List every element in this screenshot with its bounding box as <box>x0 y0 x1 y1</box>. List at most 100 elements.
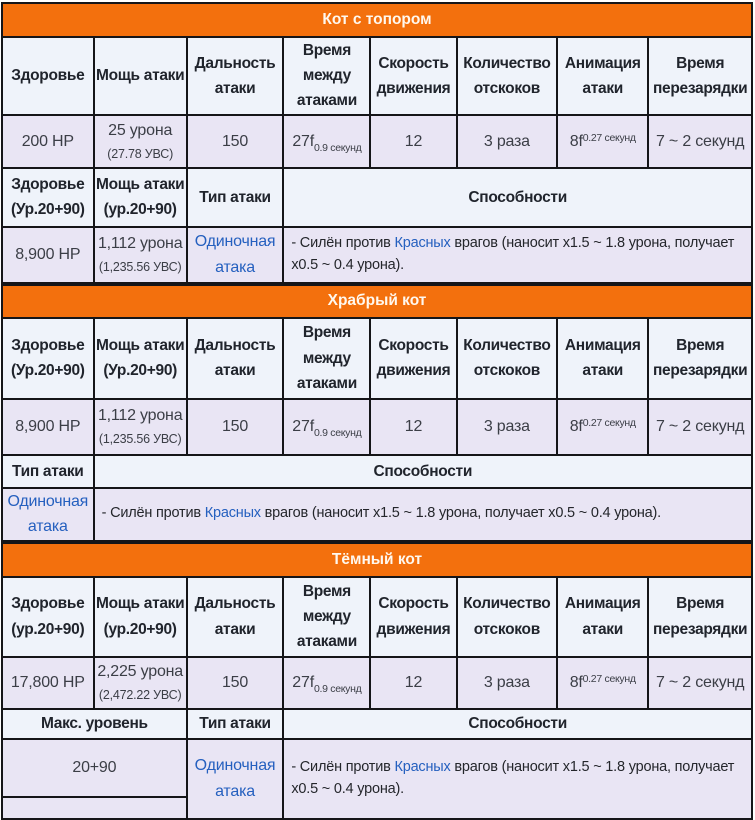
header-abilities: Способности <box>92 453 754 489</box>
attack-dps: (1,235.56 УВС) <box>98 432 182 447</box>
red-enemies-link[interactable]: Красных <box>204 505 261 522</box>
header-move-speed: Скорость движения <box>369 575 458 658</box>
single-attack-link[interactable]: Одиночная атака <box>194 757 276 800</box>
header-abilities: Способности <box>282 166 753 228</box>
header-health: Здоровье <box>1 36 95 116</box>
header-knockbacks: Количество отскоков <box>455 36 559 116</box>
value-attack-range: 150 <box>185 655 285 710</box>
value-attack-range: 150 <box>185 397 285 456</box>
header-max-level: Макс. уровень <box>1 707 188 740</box>
attack-type-value-row: Одиночная атака - Силён против Красных в… <box>1 486 754 542</box>
stats-table-axe-cat: Кот с топором Здоровье Мощь атаки Дально… <box>1 2 753 284</box>
header-recharge-time: Время перезарядки <box>647 36 753 116</box>
table-title-dark-cat: Тёмный кот <box>1 541 753 578</box>
max-level-header-row: Макс. уровень Тип атаки Способности <box>1 707 753 740</box>
value-attack-lvl: 1,112 урона (1,235.56 УВС) <box>92 397 188 456</box>
header-attack-type: Тип атаки <box>185 166 285 228</box>
value-abilities: - Силён против Красных врагов (наносит x… <box>92 486 754 542</box>
value-attack-type: Одиночная атака <box>1 486 95 542</box>
value-attack-interval: 27f0.9 секунд <box>282 397 372 456</box>
attack-damage: 1,112 урона <box>97 407 183 425</box>
attack-dps: (1,235.56 УВС) <box>98 260 182 275</box>
header-health-lvl: Здоровье (Ур.20+90) <box>1 316 95 400</box>
value-attack-type: Одиночная атака <box>185 737 285 820</box>
single-attack-link[interactable]: Одиночная атака <box>194 233 276 276</box>
value-attack-animation: 8f0.27 секунд <box>556 655 650 710</box>
value-recharge-time: 7 ~ 2 секунд <box>647 113 753 169</box>
attack-damage: 2,225 урона <box>97 663 183 681</box>
header-attack-lvl: Мощь атаки (Ур.20+90) <box>92 316 188 400</box>
max-level-value-row: 20+90 Одиночная атака - Силён против Кра… <box>1 737 753 820</box>
table-title-brave-cat: Храбрый кот <box>1 283 753 319</box>
header-attack-animation: Анимация атаки <box>556 575 650 658</box>
value-attack-type: Одиночная атака <box>185 225 285 284</box>
value-knockbacks: 3 раза <box>455 113 559 169</box>
header-attack-range: Дальность атаки <box>185 36 285 116</box>
header-attack-interval: Время между атаками <box>282 316 372 400</box>
value-attack-interval: 27f0.9 секунд <box>282 655 372 710</box>
value-health-lvl: 8,900 HP <box>1 225 95 284</box>
header-attack-range: Дальность атаки <box>185 316 285 400</box>
header-abilities: Способности <box>282 707 753 740</box>
header-health-lvl: Здоровье (ур.20+90) <box>1 575 95 658</box>
stats-header-row: Здоровье (ур.20+90) Мощь атаки (ур.20+90… <box>1 575 753 658</box>
header-attack-interval: Время между атаками <box>282 36 372 116</box>
cut-off-cell <box>1 795 188 820</box>
attack-type-header-row: Тип атаки Способности <box>1 453 754 489</box>
value-attack-animation: 8f0.27 секунд <box>556 113 650 169</box>
header-attack-type: Тип атаки <box>1 453 95 489</box>
table-title-row: Храбрый кот <box>1 283 753 319</box>
stats-value-row: 200 HP 25 урона (27.78 УВС) 150 27f0.9 се… <box>1 113 753 169</box>
table-title-row: Кот с топором <box>1 2 753 38</box>
stats-header-row: Здоровье Мощь атаки Дальность атаки Врем… <box>1 36 753 116</box>
stats-header-row: Здоровье (Ур.20+90) Мощь атаки (Ур.20+90… <box>1 316 753 400</box>
header-move-speed: Скорость движения <box>369 36 458 116</box>
header-knockbacks: Количество отскоков <box>455 316 559 400</box>
header-recharge-time: Время перезарядки <box>647 316 753 400</box>
stats-table-brave-cat: Храбрый кот Здоровье (Ур.20+90) Мощь ата… <box>1 283 754 542</box>
header-attack-animation: Анимация атаки <box>556 36 650 116</box>
value-attack-animation: 8f0.27 секунд <box>556 397 650 456</box>
single-attack-link[interactable]: Одиночная атака <box>7 492 89 536</box>
table-title-row: Тёмный кот <box>1 541 753 578</box>
value-move-speed: 12 <box>369 113 458 169</box>
red-enemies-link[interactable]: Красных <box>394 235 451 252</box>
value-move-speed: 12 <box>369 397 458 456</box>
header-move-speed: Скорость движения <box>369 316 458 400</box>
value-attack-power: 25 урона (27.78 УВС) <box>92 113 188 169</box>
table-title-axe-cat: Кот с топором <box>1 2 753 38</box>
stats-table-dark-cat: Тёмный кот Здоровье (ур.20+90) Мощь атак… <box>1 541 753 820</box>
header-attack-type: Тип атаки <box>185 707 285 740</box>
level-value-row: 8,900 HP 1,112 урона (1,235.56 УВС) Одино… <box>1 225 753 284</box>
header-knockbacks: Количество отскоков <box>455 575 559 658</box>
value-knockbacks: 3 раза <box>455 655 559 710</box>
value-attack-range: 150 <box>185 113 285 169</box>
header-health-lvl: Здоровье (Ур.20+90) <box>1 166 95 228</box>
attack-damage: 25 урона <box>108 121 173 139</box>
attack-damage: 1,112 урона <box>97 235 183 253</box>
value-recharge-time: 7 ~ 2 секунд <box>647 397 753 456</box>
value-health-lvl: 17,800 HP <box>1 655 95 710</box>
value-abilities: - Силён против Красных врагов (наносит x… <box>282 225 753 284</box>
value-abilities: - Силён против Красных врагов (наносит x… <box>282 737 753 820</box>
value-health: 200 HP <box>1 113 95 169</box>
value-max-level: 20+90 <box>1 737 188 798</box>
value-knockbacks: 3 раза <box>455 397 559 456</box>
stats-value-row: 8,900 HP 1,112 урона (1,235.56 УВС) 150 2… <box>1 397 753 456</box>
stats-value-row: 17,800 HP 2,225 урона (2,472.22 УВС) 150 … <box>1 655 753 710</box>
red-enemies-link[interactable]: Красных <box>394 759 451 776</box>
header-recharge-time: Время перезарядки <box>647 575 753 658</box>
value-attack-interval: 27f0.9 секунд <box>282 113 372 169</box>
value-attack-lvl: 2,225 урона (2,472.22 УВС) <box>92 655 188 710</box>
value-attack-lvl: 1,112 урона (1,235.56 УВС) <box>92 225 188 284</box>
header-attack-power: Мощь атаки <box>92 36 188 116</box>
header-attack-interval: Время между атаками <box>282 575 372 658</box>
header-attack-lvl: Мощь атаки (ур.20+90) <box>92 166 188 228</box>
value-health-lvl: 8,900 HP <box>1 397 95 456</box>
header-attack-lvl: Мощь атаки (ур.20+90) <box>92 575 188 658</box>
attack-dps: (27.78 УВС) <box>107 146 174 161</box>
value-move-speed: 12 <box>369 655 458 710</box>
level-header-row: Здоровье (Ур.20+90) Мощь атаки (ур.20+90… <box>1 166 753 228</box>
attack-dps: (2,472.22 УВС) <box>98 688 182 703</box>
